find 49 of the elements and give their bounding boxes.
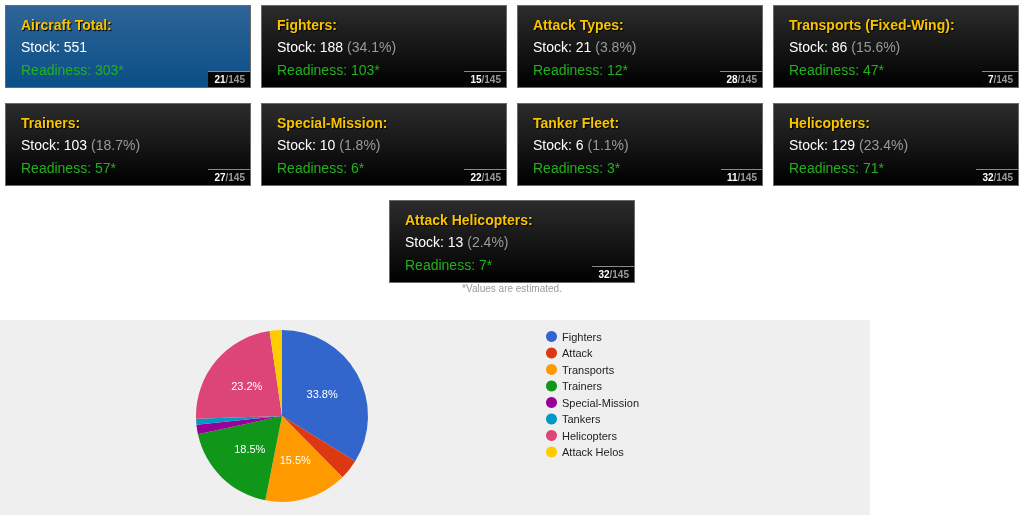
text: Readiness: 103* (277, 62, 380, 78)
text: Aircraft Total: (21, 17, 112, 33)
text: Attack Types: (533, 17, 624, 33)
text: 27/145 (214, 171, 245, 183)
text: Attack Helicopters: (405, 212, 533, 228)
text: Fighters: (277, 17, 337, 33)
text: Stock: 129 (23.4%) (789, 136, 909, 153)
text: Stock: 21 (3.8%) (533, 39, 637, 55)
text: Stock: 551 (21, 39, 88, 55)
text: 11/145 (726, 171, 757, 183)
legend-label: Special-Mission (562, 396, 640, 409)
legend-label: Tankers (562, 413, 602, 425)
text: Readiness: 71* (789, 159, 884, 176)
text: Readiness: 12* (533, 62, 628, 78)
text: Stock: 6 (1.1%) (533, 136, 629, 153)
data-label: 18.5% (234, 442, 266, 455)
text: 15/145 (470, 74, 501, 85)
text: Readiness: 3* (533, 159, 621, 176)
text: *Values are estimated. (461, 282, 563, 294)
legend-label: Transports (562, 363, 615, 376)
text: Stock: 188 (34.1%) (277, 39, 397, 55)
text: Stock: 13 (2.4%) (405, 234, 509, 250)
text: Readiness: 47* (789, 62, 884, 78)
text: Special-Mission: (277, 114, 388, 131)
text: Readiness: 7* (405, 257, 493, 273)
text: Trainers: (21, 114, 81, 131)
legend-label: Attack (562, 347, 594, 359)
text: 32/145 (598, 269, 629, 280)
text: Readiness: 57* (21, 159, 116, 176)
data-label: 23.2% (231, 380, 263, 393)
text: Stock: 86 (15.6%) (789, 39, 901, 55)
text: Transports (Fixed-Wing): (789, 17, 955, 33)
text: 21/145 (214, 74, 245, 85)
text: 7/145 (987, 74, 1013, 85)
text: Helicopters: (789, 114, 870, 131)
data-label: 33.8% (306, 387, 338, 400)
text: 22/145 (470, 171, 501, 183)
legend-label: Fighters (562, 330, 603, 343)
legend-label: Trainers (562, 380, 603, 392)
text: Stock: 10 (1.8%) (277, 136, 381, 153)
text: Tanker Fleet: (533, 114, 620, 131)
legend-label: Attack Helos (562, 446, 625, 458)
text: Readiness: 6* (277, 159, 365, 176)
text: 28/145 (726, 74, 757, 85)
text: Stock: 103 (18.7%) (21, 136, 141, 153)
text: Readiness: 303* (21, 62, 124, 78)
text: 32/145 (982, 171, 1013, 183)
data-label: 15.5% (279, 454, 312, 467)
legend-label: Helicopters (562, 429, 618, 442)
